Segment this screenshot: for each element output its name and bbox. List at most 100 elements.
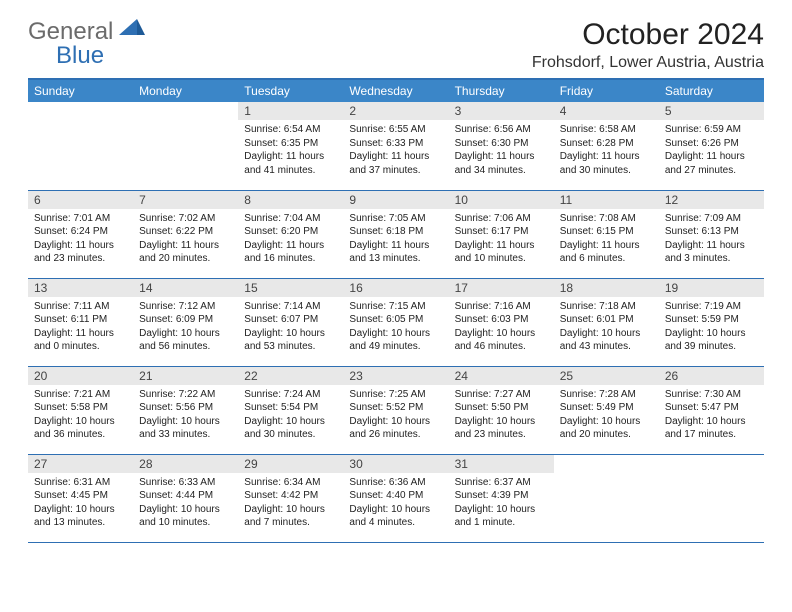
- sunrise-text: Sunrise: 7:24 AM: [244, 388, 337, 402]
- sunrise-text: Sunrise: 6:34 AM: [244, 476, 337, 490]
- calendar-table: SundayMondayTuesdayWednesdayThursdayFrid…: [28, 78, 764, 543]
- sunset-text: Sunset: 4:45 PM: [34, 489, 127, 503]
- day-number: 29: [238, 455, 343, 473]
- daylight-line2: and 13 minutes.: [34, 516, 127, 530]
- sunset-text: Sunset: 6:28 PM: [560, 137, 653, 151]
- calendar-day-cell: 9Sunrise: 7:05 AMSunset: 6:18 PMDaylight…: [343, 190, 448, 278]
- daylight-line1: Daylight: 10 hours: [139, 415, 232, 429]
- daylight-line1: Daylight: 10 hours: [34, 415, 127, 429]
- day-number: 3: [449, 102, 554, 120]
- calendar-day-cell: 7Sunrise: 7:02 AMSunset: 6:22 PMDaylight…: [133, 190, 238, 278]
- sunrise-text: Sunrise: 7:30 AM: [665, 388, 758, 402]
- daylight-line1: Daylight: 10 hours: [560, 415, 653, 429]
- sunrise-text: Sunrise: 7:28 AM: [560, 388, 653, 402]
- daylight-line1: Daylight: 10 hours: [455, 327, 548, 341]
- daylight-line1: Daylight: 10 hours: [455, 415, 548, 429]
- calendar-day-cell: 2Sunrise: 6:55 AMSunset: 6:33 PMDaylight…: [343, 102, 448, 190]
- daylight-line2: and 30 minutes.: [560, 164, 653, 178]
- calendar-day-cell: 29Sunrise: 6:34 AMSunset: 4:42 PMDayligh…: [238, 454, 343, 542]
- daylight-line1: Daylight: 11 hours: [455, 239, 548, 253]
- day-details: Sunrise: 7:06 AMSunset: 6:17 PMDaylight:…: [449, 209, 554, 270]
- sunset-text: Sunset: 4:40 PM: [349, 489, 442, 503]
- daylight-line1: Daylight: 10 hours: [665, 327, 758, 341]
- sunset-text: Sunset: 6:35 PM: [244, 137, 337, 151]
- daylight-line1: Daylight: 11 hours: [244, 239, 337, 253]
- daylight-line2: and 13 minutes.: [349, 252, 442, 266]
- daylight-line2: and 23 minutes.: [455, 428, 548, 442]
- calendar-week-row: 20Sunrise: 7:21 AMSunset: 5:58 PMDayligh…: [28, 366, 764, 454]
- daylight-line2: and 34 minutes.: [455, 164, 548, 178]
- calendar-day-cell: [554, 454, 659, 542]
- day-number: 11: [554, 191, 659, 209]
- sunrise-text: Sunrise: 7:04 AM: [244, 212, 337, 226]
- day-number: 20: [28, 367, 133, 385]
- sunrise-text: Sunrise: 7:14 AM: [244, 300, 337, 314]
- sunrise-text: Sunrise: 7:08 AM: [560, 212, 653, 226]
- day-details: Sunrise: 7:01 AMSunset: 6:24 PMDaylight:…: [28, 209, 133, 270]
- day-number: 18: [554, 279, 659, 297]
- day-number: 12: [659, 191, 764, 209]
- calendar-day-cell: 13Sunrise: 7:11 AMSunset: 6:11 PMDayligh…: [28, 278, 133, 366]
- sunset-text: Sunset: 5:50 PM: [455, 401, 548, 415]
- day-details: Sunrise: 7:27 AMSunset: 5:50 PMDaylight:…: [449, 385, 554, 446]
- sunrise-text: Sunrise: 7:22 AM: [139, 388, 232, 402]
- daylight-line2: and 7 minutes.: [244, 516, 337, 530]
- sunset-text: Sunset: 5:49 PM: [560, 401, 653, 415]
- day-header: Tuesday: [238, 79, 343, 102]
- day-number: 26: [659, 367, 764, 385]
- day-details: Sunrise: 7:08 AMSunset: 6:15 PMDaylight:…: [554, 209, 659, 270]
- daylight-line2: and 26 minutes.: [349, 428, 442, 442]
- day-number: 17: [449, 279, 554, 297]
- sunset-text: Sunset: 6:18 PM: [349, 225, 442, 239]
- day-number: 22: [238, 367, 343, 385]
- day-details: Sunrise: 7:30 AMSunset: 5:47 PMDaylight:…: [659, 385, 764, 446]
- day-number: 13: [28, 279, 133, 297]
- day-details: Sunrise: 7:15 AMSunset: 6:05 PMDaylight:…: [343, 297, 448, 358]
- calendar-day-cell: 5Sunrise: 6:59 AMSunset: 6:26 PMDaylight…: [659, 102, 764, 190]
- sunrise-text: Sunrise: 7:01 AM: [34, 212, 127, 226]
- daylight-line1: Daylight: 11 hours: [560, 239, 653, 253]
- daylight-line1: Daylight: 11 hours: [244, 150, 337, 164]
- calendar-day-cell: 25Sunrise: 7:28 AMSunset: 5:49 PMDayligh…: [554, 366, 659, 454]
- sunset-text: Sunset: 6:09 PM: [139, 313, 232, 327]
- day-header-row: SundayMondayTuesdayWednesdayThursdayFrid…: [28, 79, 764, 102]
- sunset-text: Sunset: 5:59 PM: [665, 313, 758, 327]
- daylight-line1: Daylight: 10 hours: [244, 415, 337, 429]
- sunset-text: Sunset: 6:15 PM: [560, 225, 653, 239]
- daylight-line1: Daylight: 10 hours: [455, 503, 548, 517]
- daylight-line2: and 17 minutes.: [665, 428, 758, 442]
- sunset-text: Sunset: 5:54 PM: [244, 401, 337, 415]
- calendar-day-cell: [659, 454, 764, 542]
- daylight-line2: and 39 minutes.: [665, 340, 758, 354]
- calendar-week-row: 13Sunrise: 7:11 AMSunset: 6:11 PMDayligh…: [28, 278, 764, 366]
- day-number: 30: [343, 455, 448, 473]
- daylight-line2: and 20 minutes.: [139, 252, 232, 266]
- day-number: 19: [659, 279, 764, 297]
- sunset-text: Sunset: 6:24 PM: [34, 225, 127, 239]
- day-details: Sunrise: 7:19 AMSunset: 5:59 PMDaylight:…: [659, 297, 764, 358]
- day-details: Sunrise: 7:16 AMSunset: 6:03 PMDaylight:…: [449, 297, 554, 358]
- day-number: 15: [238, 279, 343, 297]
- sunset-text: Sunset: 6:26 PM: [665, 137, 758, 151]
- sunrise-text: Sunrise: 7:25 AM: [349, 388, 442, 402]
- sunrise-text: Sunrise: 7:16 AM: [455, 300, 548, 314]
- daylight-line1: Daylight: 10 hours: [560, 327, 653, 341]
- daylight-line1: Daylight: 11 hours: [665, 239, 758, 253]
- daylight-line2: and 43 minutes.: [560, 340, 653, 354]
- sunrise-text: Sunrise: 7:21 AM: [34, 388, 127, 402]
- daylight-line2: and 3 minutes.: [665, 252, 758, 266]
- calendar-day-cell: 3Sunrise: 6:56 AMSunset: 6:30 PMDaylight…: [449, 102, 554, 190]
- daylight-line2: and 36 minutes.: [34, 428, 127, 442]
- sunset-text: Sunset: 6:05 PM: [349, 313, 442, 327]
- day-details: Sunrise: 6:37 AMSunset: 4:39 PMDaylight:…: [449, 473, 554, 534]
- daylight-line2: and 49 minutes.: [349, 340, 442, 354]
- daylight-line2: and 30 minutes.: [244, 428, 337, 442]
- day-details: Sunrise: 7:28 AMSunset: 5:49 PMDaylight:…: [554, 385, 659, 446]
- calendar-day-cell: [28, 102, 133, 190]
- calendar-day-cell: 24Sunrise: 7:27 AMSunset: 5:50 PMDayligh…: [449, 366, 554, 454]
- daylight-line2: and 6 minutes.: [560, 252, 653, 266]
- calendar-day-cell: 17Sunrise: 7:16 AMSunset: 6:03 PMDayligh…: [449, 278, 554, 366]
- sunset-text: Sunset: 6:11 PM: [34, 313, 127, 327]
- day-number: 27: [28, 455, 133, 473]
- daylight-line2: and 0 minutes.: [34, 340, 127, 354]
